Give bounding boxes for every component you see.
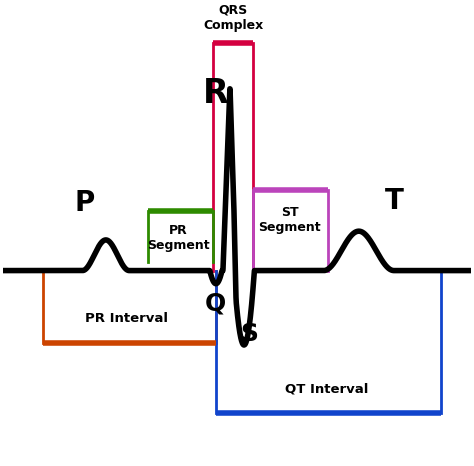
Text: T: T <box>384 186 403 214</box>
Text: PR
Segment: PR Segment <box>147 224 210 252</box>
Text: QRS
Complex: QRS Complex <box>203 4 263 32</box>
Text: Q: Q <box>205 291 226 315</box>
Text: QT Interval: QT Interval <box>285 383 369 395</box>
Text: P: P <box>74 189 95 217</box>
Text: PR Interval: PR Interval <box>85 312 168 325</box>
Text: ST
Segment: ST Segment <box>258 206 321 234</box>
Text: R: R <box>203 77 229 110</box>
Text: S: S <box>240 322 258 346</box>
